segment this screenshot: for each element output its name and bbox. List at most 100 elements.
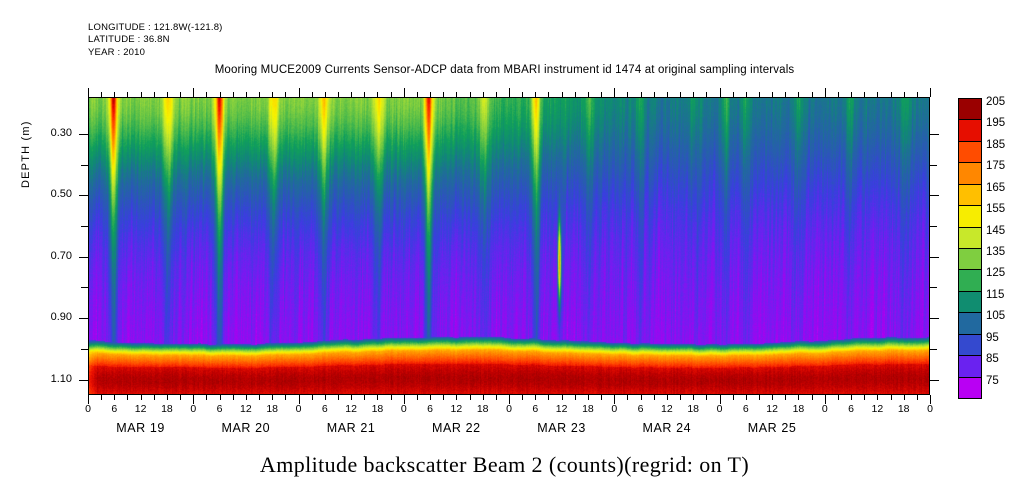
x-tick — [285, 395, 287, 400]
y-tick — [79, 379, 88, 381]
heatmap-canvas — [89, 98, 929, 394]
x-tick-top — [535, 92, 537, 97]
x-hour-label: 12 — [345, 403, 357, 415]
colorbar-band — [958, 312, 982, 335]
y-axis-label: 0.70 — [50, 249, 72, 262]
colorbar-band — [958, 269, 982, 292]
x-tick-top — [916, 92, 918, 97]
x-hour-label: 0 — [295, 403, 302, 415]
y-tick-minor — [81, 226, 88, 228]
x-tick-top — [785, 92, 787, 97]
x-tick-top — [574, 92, 576, 97]
x-tick-top — [114, 92, 116, 97]
x-tick — [259, 395, 261, 400]
x-tick — [666, 395, 668, 400]
x-tick — [535, 395, 537, 400]
x-hour-label: 0 — [190, 403, 197, 415]
x-tick-top — [614, 88, 616, 97]
year-text: YEAR : 2010 — [88, 46, 146, 58]
x-tick — [522, 395, 524, 400]
y-axis-label: 0.30 — [50, 126, 72, 139]
colorbar-tick-label: 195 — [986, 117, 1006, 130]
x-tick — [916, 395, 918, 400]
x-tick-top — [232, 92, 234, 97]
x-hour-label: 6 — [637, 403, 644, 415]
x-hour-label: 18 — [897, 403, 910, 415]
x-tick-top — [509, 88, 510, 97]
x-tick — [680, 395, 682, 400]
y-tick-minor-right — [930, 287, 937, 289]
x-tick-top — [482, 92, 484, 97]
latitude-text: LATITUDE : 36.8N — [88, 34, 170, 46]
x-tick-top — [127, 92, 129, 97]
x-tick — [495, 395, 497, 400]
x-tick-top — [851, 92, 853, 97]
colorbar-tick-label: 125 — [986, 267, 1006, 280]
x-tick-top — [930, 88, 931, 97]
x-tick — [337, 395, 339, 400]
x-tick — [903, 395, 905, 400]
colorbar-band — [958, 140, 982, 164]
y-tick-right — [930, 133, 939, 135]
x-tick — [877, 395, 879, 400]
x-tick — [311, 395, 313, 400]
x-tick-top — [824, 88, 826, 97]
x-tick — [890, 395, 892, 400]
y-tick-minor — [81, 348, 88, 350]
colorbar-band — [958, 290, 982, 314]
y-tick-right — [930, 379, 939, 381]
x-tick — [758, 395, 760, 400]
heatmap-plot — [88, 97, 930, 395]
x-tick — [127, 395, 129, 400]
x-tick — [469, 395, 471, 400]
y-tick — [79, 318, 88, 320]
colorbar-tick-label: 205 — [986, 96, 1006, 108]
x-hour-label: 6 — [532, 403, 539, 415]
x-hour-label: 6 — [321, 403, 328, 415]
x-tick — [88, 395, 89, 404]
x-tick-top — [101, 92, 103, 97]
x-tick — [653, 395, 655, 400]
y-tick-right — [930, 195, 939, 197]
x-tick — [430, 395, 432, 400]
x-hour-label: 18 — [266, 403, 279, 415]
x-tick-top — [272, 92, 274, 97]
x-tick — [627, 395, 629, 400]
x-tick — [193, 395, 195, 404]
x-hour-label: 6 — [427, 403, 433, 415]
x-tick-top — [166, 92, 168, 97]
x-hour-label: 0 — [927, 403, 933, 415]
x-tick-top — [430, 92, 432, 97]
colorbar-tick-label: 105 — [986, 310, 1006, 323]
y-axis-label: 0.90 — [50, 311, 72, 324]
x-tick — [930, 395, 931, 404]
x-tick — [640, 395, 642, 400]
x-tick — [548, 395, 550, 400]
x-tick — [785, 395, 787, 400]
y-tick-minor — [81, 164, 88, 166]
colorbar-tick-label: 165 — [986, 181, 1006, 194]
x-tick — [614, 395, 616, 404]
x-tick-top — [377, 92, 379, 97]
colorbar-tick-label: 175 — [986, 160, 1006, 173]
y-axis-label: 1.10 — [50, 372, 72, 385]
x-hour-label: 6 — [216, 403, 223, 415]
x-tick — [390, 395, 392, 400]
colorbar-tick-label: 85 — [986, 353, 999, 366]
metadata-block: LONGITUDE : 121.8W(-121.8) LATITUDE : 36… — [88, 22, 223, 59]
x-tick-top — [219, 92, 221, 97]
x-hour-label: 18 — [687, 403, 700, 415]
colorbar-band — [958, 98, 982, 121]
x-tick — [574, 395, 576, 400]
x-hour-label: 0 — [400, 403, 407, 415]
x-hour-label: 18 — [371, 403, 384, 415]
colorbar-tick-label: 155 — [986, 203, 1006, 216]
longitude-text: LONGITUDE : 121.8W(-121.8) — [88, 22, 223, 33]
x-tick — [101, 395, 103, 400]
x-tick-top — [403, 88, 405, 97]
x-tick — [719, 395, 721, 404]
x-tick-top — [469, 92, 471, 97]
y-tick-right — [930, 318, 939, 320]
x-tick-top — [627, 92, 629, 97]
x-tick — [443, 395, 445, 400]
